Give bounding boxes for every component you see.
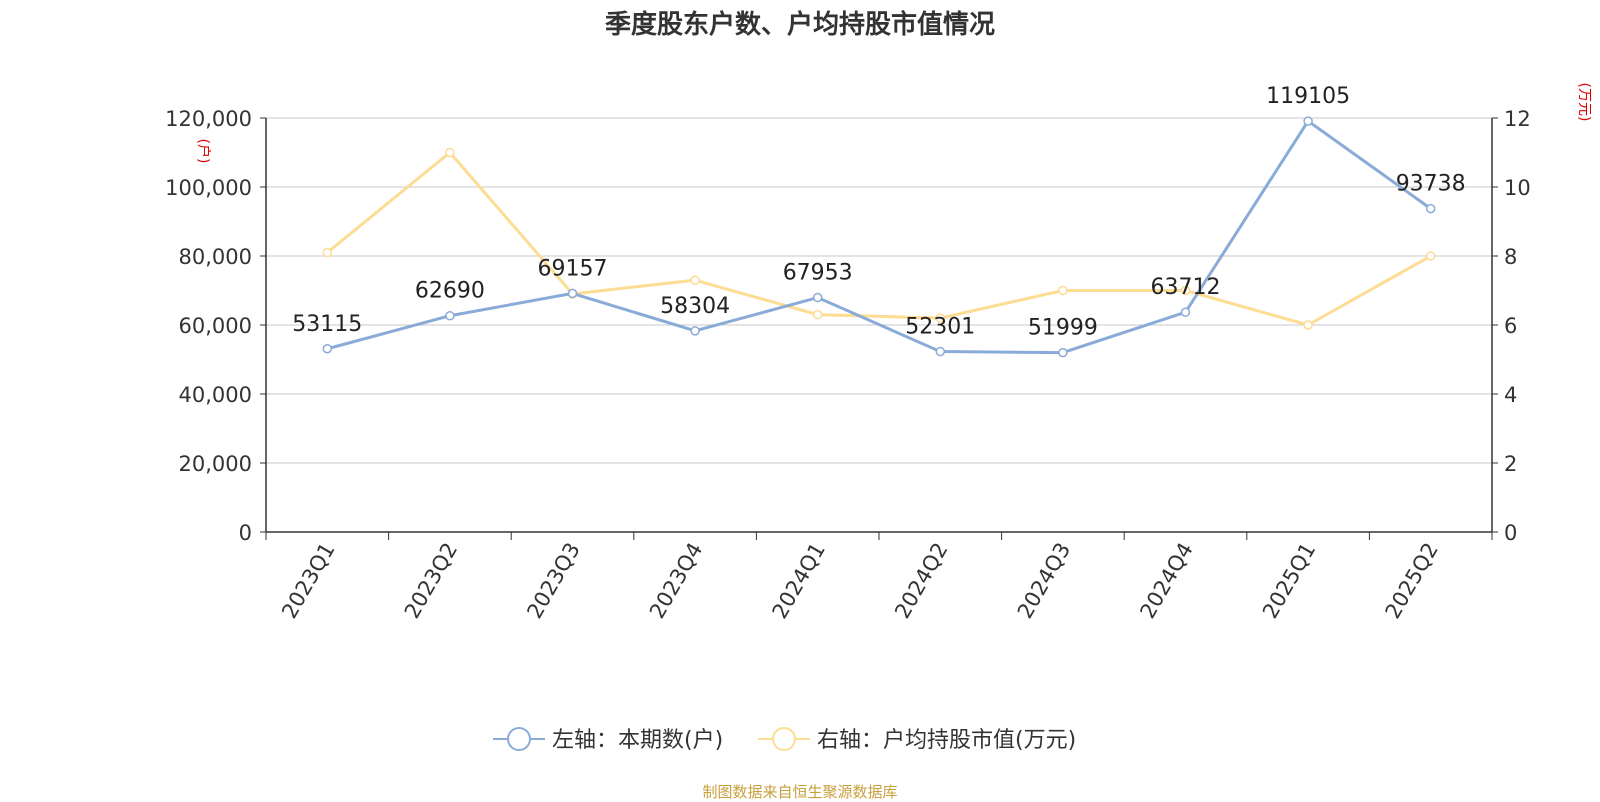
- series-point-0: [567, 288, 578, 299]
- left-tick-label: 80,000: [179, 245, 252, 269]
- right-axis-unit: (万元): [1576, 83, 1592, 122]
- data-label: 119105: [1266, 84, 1350, 109]
- data-label: 69157: [538, 256, 608, 281]
- data-label: 63712: [1151, 275, 1221, 300]
- chart-title: 季度股东户数、户均持股市值情况: [604, 10, 995, 40]
- source-note: 制图数据来自恒生聚源数据库: [702, 783, 898, 801]
- right-tick-label: 12: [1504, 107, 1531, 131]
- x-tick-label: 2024Q4: [1135, 539, 1197, 623]
- x-tick-label: 2023Q2: [400, 539, 462, 623]
- series-point-0: [935, 346, 946, 357]
- series-point-0: [812, 292, 823, 303]
- series-point-1: [322, 247, 333, 258]
- series-point-0: [1180, 307, 1191, 317]
- series-point-1: [935, 313, 946, 323]
- data-label: 93738: [1396, 172, 1466, 197]
- series-point-1: [1303, 320, 1313, 330]
- left-tick-label: 0: [239, 521, 252, 545]
- right-axis-ticks: 0 2 4 6 8 10 12: [1492, 107, 1531, 545]
- series-point-1: [1058, 285, 1068, 296]
- x-tick-label: 2023Q3: [522, 539, 584, 623]
- right-tick-label: 2: [1504, 452, 1517, 476]
- x-tick-label: 2025Q1: [1258, 539, 1320, 623]
- series-line-0: [325, 119, 1433, 355]
- data-label: 62690: [415, 279, 485, 304]
- series-point-1: [690, 275, 700, 285]
- legend: 左轴：本期数(户) 右轴：户均持股市值(万元): [493, 727, 1076, 753]
- legend-label-1: 右轴：户均持股市值(万元): [817, 728, 1076, 753]
- data-label: 53115: [292, 312, 362, 337]
- series-line-1: [325, 151, 1433, 327]
- series-lines: [322, 116, 1436, 358]
- legend-marker-0: [507, 727, 531, 751]
- left-tick-label: 120,000: [165, 107, 252, 131]
- series-point-1: [812, 309, 823, 320]
- legend-label-0: 左轴：本期数(户): [552, 728, 723, 753]
- right-tick-label: 0: [1504, 521, 1517, 545]
- left-tick-label: 60,000: [179, 314, 252, 338]
- x-axis-ticks: 2023Q1 2023Q2 2023Q3 2023Q4 2024Q1 2024Q2 2024…: [265, 532, 1493, 623]
- left-axis-ticks: 0 20,000 40,000 60,000 80,000 100,000 120,000: [165, 107, 266, 545]
- x-tick-label: 2023Q1: [277, 539, 339, 623]
- data-label: 58304: [660, 294, 730, 319]
- series-point-0: [322, 344, 333, 354]
- legend-marker-1: [772, 727, 796, 751]
- data-label: 52301: [905, 315, 975, 340]
- right-tick-label: 10: [1504, 176, 1531, 200]
- data-label: 67953: [783, 261, 853, 286]
- left-tick-label: 20,000: [179, 452, 252, 476]
- x-tick-label: 2025Q2: [1381, 539, 1443, 623]
- series-point-1: [445, 147, 455, 158]
- series-point-1: [1425, 251, 1436, 261]
- series-point-1: [1180, 285, 1191, 296]
- x-tick-label: 2024Q1: [768, 539, 830, 623]
- x-tick-label: 2024Q3: [1013, 539, 1075, 623]
- series-point-0: [1058, 347, 1068, 358]
- left-axis-unit: (户): [195, 139, 212, 164]
- series-point-0: [690, 326, 700, 336]
- left-tick-label: 100,000: [165, 176, 252, 200]
- x-tick-label: 2023Q4: [645, 539, 707, 623]
- data-label: 51999: [1028, 316, 1098, 341]
- right-tick-label: 4: [1504, 383, 1517, 407]
- left-tick-label: 40,000: [179, 383, 252, 407]
- right-tick-label: 8: [1504, 245, 1517, 269]
- series-point-0: [1425, 203, 1436, 214]
- series-point-0: [445, 310, 455, 321]
- series-point-0: [1303, 116, 1313, 126]
- data-labels: 53115 62690 69157 58304 67953 52301 51999 63712…: [292, 84, 1465, 341]
- right-tick-label: 6: [1504, 314, 1517, 338]
- x-tick-label: 2024Q2: [890, 539, 952, 623]
